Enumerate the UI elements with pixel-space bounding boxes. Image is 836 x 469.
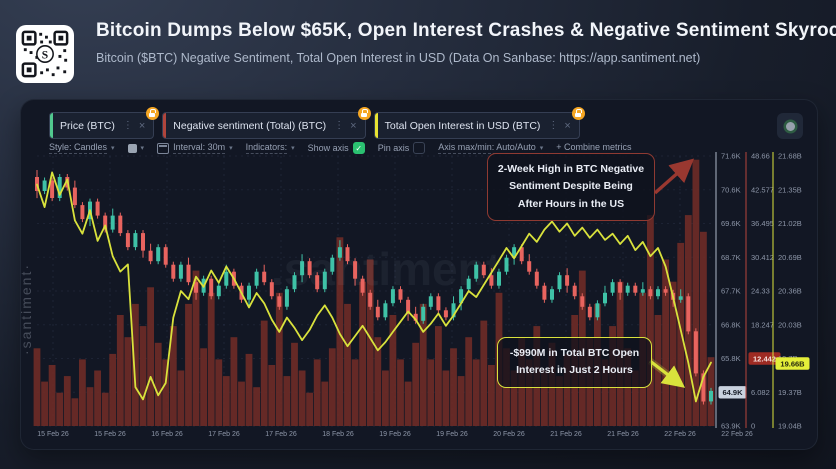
svg-text:21.35B: 21.35B: [778, 185, 802, 194]
svg-text:19 Feb 26: 19 Feb 26: [436, 431, 468, 438]
svg-text:21.68B: 21.68B: [778, 152, 802, 161]
svg-text:20.36B: 20.36B: [778, 287, 802, 296]
svg-text:12.442: 12.442: [753, 354, 776, 363]
svg-text:69.6K: 69.6K: [721, 219, 741, 228]
svg-text:22 Feb 26: 22 Feb 26: [721, 431, 753, 438]
qr-pattern: S: [21, 30, 69, 78]
svg-text:.santiment: .santiment: [271, 243, 501, 295]
chart-plot[interactable]: .santiment ·santiment· 71.6K 70.6K 69.6K 68.7…: [21, 100, 817, 449]
more-options-icon[interactable]: ⋮: [122, 120, 133, 131]
svg-text:19.04B: 19.04B: [778, 422, 802, 431]
record-dot-icon: [785, 121, 795, 131]
calendar-icon: [157, 142, 170, 154]
svg-text:48.66: 48.66: [751, 152, 770, 161]
svg-text:19.66B: 19.66B: [780, 359, 805, 368]
svg-text:20 Feb 26: 20 Feb 26: [493, 431, 525, 438]
page-title: Bitcoin Dumps Below $65K, Open Interest …: [96, 20, 836, 41]
style-selector[interactable]: Style: Candles ▾: [49, 142, 115, 154]
show-axis-checkbox[interactable]: ✓: [352, 142, 365, 154]
metric-tab-open-interest[interactable]: Total Open Interest in USD (BTC) ⋮ ×: [373, 107, 585, 139]
sentiment-bars: [33, 159, 715, 426]
svg-text:21 Feb 26: 21 Feb 26: [607, 431, 639, 438]
x-axis-labels: 15 Feb 26 15 Feb 26 16 Feb 26 17 Feb 26 17 F…: [37, 431, 753, 438]
right-axis: 71.6K 70.6K 69.6K 68.7K 67.7K 66.8K 65.8K 64.9K…: [715, 152, 810, 431]
svg-text:64.9K: 64.9K: [722, 388, 743, 397]
svg-text:67.7K: 67.7K: [721, 287, 741, 296]
svg-text:21.02B: 21.02B: [778, 219, 802, 228]
svg-text:42.577: 42.577: [751, 185, 774, 194]
svg-text:18 Feb 26: 18 Feb 26: [322, 431, 354, 438]
close-icon[interactable]: ×: [138, 119, 146, 132]
indicators-selector[interactable]: Indicators: ▾: [245, 142, 295, 154]
more-options-icon[interactable]: ⋮: [334, 120, 345, 131]
more-options-icon[interactable]: ⋮: [548, 120, 559, 131]
pin-axis-toggle[interactable]: Pin axis: [378, 142, 426, 154]
annotation-arrows: [647, 158, 695, 388]
annotation-open-interest: -$990M in Total BTC Open Interest in Jus…: [497, 337, 652, 388]
metric-color-bar: [50, 113, 53, 138]
svg-text:18.247: 18.247: [751, 320, 774, 329]
metric-color-bar: [163, 113, 167, 138]
svg-text:30.412: 30.412: [751, 253, 774, 262]
svg-text:22 Feb 26: 22 Feb 26: [664, 431, 696, 438]
pro-lock-badge: [146, 107, 160, 120]
color-swatch-icon: [127, 143, 137, 153]
oi-line: [36, 171, 712, 403]
svg-text:0: 0: [751, 422, 755, 431]
svg-text:·santiment·: ·santiment·: [21, 263, 34, 355]
pro-lock-badge: [357, 107, 371, 120]
svg-text:15 Feb 26: 15 Feb 26: [37, 431, 69, 438]
interval-selector[interactable]: Interval: 30m ▾: [157, 142, 233, 154]
close-icon[interactable]: ×: [350, 119, 357, 132]
chart-card: .santiment ·santiment· 71.6K 70.6K 69.6K 68.7…: [20, 99, 818, 450]
svg-text:66.8K: 66.8K: [721, 320, 741, 329]
svg-text:20.03B: 20.03B: [778, 320, 802, 329]
svg-text:17 Feb 26: 17 Feb 26: [208, 431, 240, 438]
svg-text:63.9K: 63.9K: [721, 422, 741, 431]
chevron-down-icon: ▾: [111, 145, 115, 152]
close-icon[interactable]: ×: [564, 119, 571, 132]
chevron-down-icon: ▾: [229, 145, 233, 152]
grid: [37, 155, 711, 427]
svg-text:68.7K: 68.7K: [721, 253, 741, 262]
metric-tab-negative-sentiment[interactable]: Negative sentiment (Total) (BTC) ⋮ ×: [162, 107, 371, 139]
svg-text:17 Feb 26: 17 Feb 26: [265, 431, 297, 438]
santiment-qr-code: S: [16, 25, 74, 83]
svg-text:21 Feb 26: 21 Feb 26: [550, 431, 582, 438]
annotation-negative-sentiment: 2-Week High in BTC Negative Sentiment De…: [487, 153, 655, 221]
page-subtitle: Bitcoin ($BTC) Negative Sentiment, Total…: [96, 51, 701, 65]
show-axis-toggle[interactable]: Show axis ✓: [308, 142, 365, 154]
pin-axis-checkbox[interactable]: [413, 142, 426, 154]
svg-text:20.69B: 20.69B: [778, 253, 802, 262]
chevron-down-icon: ▾: [539, 145, 544, 152]
svg-text:36.495: 36.495: [751, 219, 774, 228]
svg-text:S: S: [42, 49, 48, 61]
pro-lock-badge: [571, 107, 585, 120]
metric-color-bar: [374, 113, 378, 138]
svg-text:19 Feb 26: 19 Feb 26: [379, 431, 411, 438]
axis-maxmin-selector[interactable]: Axis max/min: Auto/Auto ▾: [438, 142, 544, 154]
svg-text:19.37B: 19.37B: [778, 388, 802, 397]
metric-tab-price[interactable]: Price (BTC) ⋮ ×: [49, 107, 160, 139]
svg-text:71.6K: 71.6K: [721, 152, 741, 161]
chart-action-button[interactable]: [777, 113, 803, 139]
svg-text:70.6K: 70.6K: [721, 185, 741, 194]
svg-text:15 Feb 26: 15 Feb 26: [94, 431, 126, 438]
color-swatch-selector[interactable]: ▾: [127, 143, 145, 153]
svg-text:16 Feb 26: 16 Feb 26: [151, 431, 183, 438]
chevron-down-icon: ▾: [291, 145, 295, 152]
chevron-down-icon: ▾: [140, 145, 145, 152]
metric-tabs: Price (BTC) ⋮ × Negative sentiment (Tota…: [49, 107, 585, 139]
svg-text:6.082: 6.082: [751, 388, 770, 397]
svg-text:24.33: 24.33: [751, 287, 770, 296]
svg-text:65.8K: 65.8K: [721, 354, 741, 363]
